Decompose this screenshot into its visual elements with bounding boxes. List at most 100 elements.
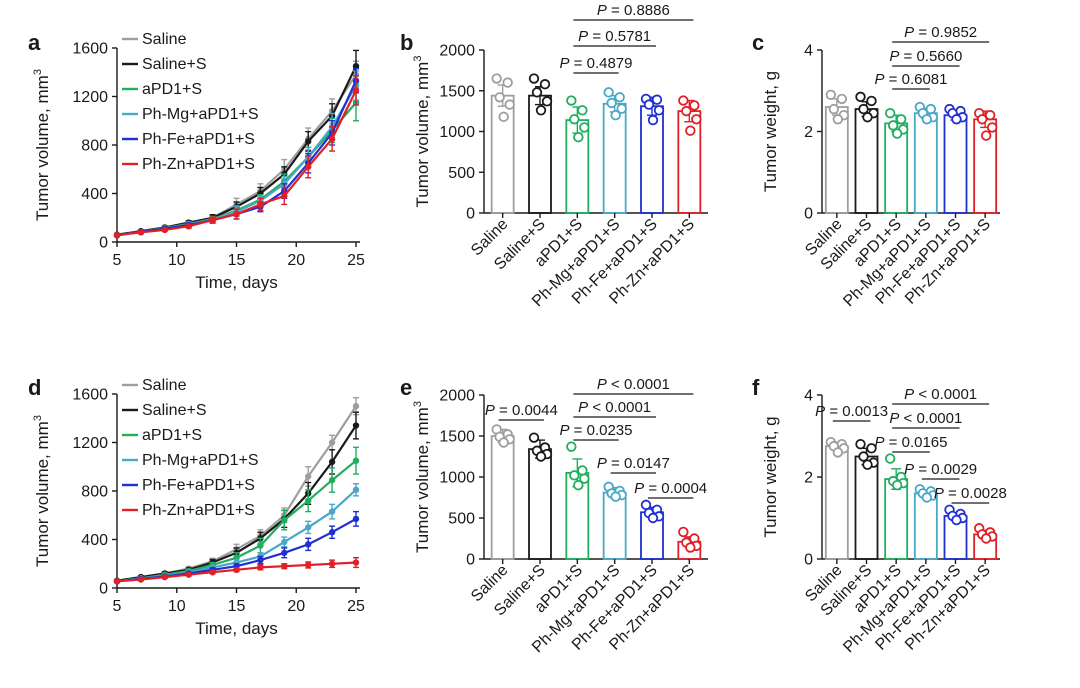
data-point (257, 556, 264, 564)
bar-group-aPD1+S (565, 95, 590, 214)
data-point (161, 226, 168, 234)
data-point (976, 114, 988, 125)
p-symbol: P (634, 480, 644, 497)
data-point (614, 92, 625, 103)
data-point (651, 94, 663, 105)
x-tick-label: 5 (113, 252, 122, 269)
y-tick-label: 500 (448, 165, 475, 182)
p-symbol: P (578, 28, 588, 45)
data-point (328, 508, 336, 515)
bar (913, 492, 938, 560)
p-value-text: = 0.5660 (899, 48, 962, 65)
bar-group-Saline (490, 73, 515, 214)
data-point (528, 432, 540, 443)
data-point (491, 73, 502, 84)
p-value-text: = 0.0029 (914, 461, 977, 478)
y-axis-title-text: Tumor volume, mm (33, 421, 52, 567)
data-point (502, 77, 513, 88)
p-symbol: P (597, 2, 607, 19)
y-axis-title: Tumor volume, mm3 (412, 56, 432, 208)
p-symbol: P (904, 24, 914, 41)
p-value-label: P < 0.0001 (597, 376, 670, 393)
data-point (352, 486, 360, 493)
legend-label: Ph-Mg+aPD1+S (142, 106, 259, 123)
data-point (352, 402, 360, 410)
bar-group-Saline (824, 436, 850, 560)
data-point (137, 576, 145, 583)
p-value-label: P = 0.6081 (875, 71, 948, 88)
data-point (352, 515, 360, 523)
data-point (328, 458, 336, 466)
data-point (528, 73, 540, 84)
panel-letter: c (752, 30, 764, 55)
panel-letter: d (28, 375, 41, 400)
p-value-text: = 0.5781 (588, 28, 651, 45)
y-tick-label: 1500 (439, 83, 475, 100)
p-symbol: P (875, 71, 885, 88)
x-tick-label: 15 (228, 598, 246, 615)
x-axis-title: Time, days (195, 619, 278, 638)
p-value-text: = 0.9852 (914, 24, 977, 41)
bar-group-Ph-Zn+aPD1+S (973, 523, 998, 560)
data-point (685, 125, 696, 136)
data-point (579, 473, 590, 484)
p-value-text: < 0.0001 (899, 410, 962, 427)
bar (884, 478, 909, 560)
p-symbol: P (597, 455, 607, 472)
x-tick-label: 15 (228, 252, 246, 269)
p-symbol: P (597, 376, 607, 393)
data-point (305, 473, 312, 480)
p-value-text: < 0.0001 (607, 376, 670, 393)
data-point (984, 109, 996, 121)
data-point (689, 100, 700, 111)
y-tick-label: 1200 (72, 435, 108, 452)
p-value-label: P = 0.0004 (634, 480, 707, 497)
x-tick-label: 25 (347, 598, 365, 615)
legend-label: Saline+S (142, 402, 207, 419)
y-axis-title: Tumor volume, mm3 (412, 401, 432, 553)
data-point (352, 422, 360, 429)
bar-group-Ph-Fe+aPD1+S (943, 103, 968, 214)
data-point (832, 447, 844, 458)
y-tick-label: 1600 (72, 41, 108, 58)
data-point (504, 99, 515, 110)
y-axis-title-text: Tumor weight, g (761, 71, 780, 192)
y-tick-label: 800 (81, 138, 108, 155)
data-point (921, 114, 933, 125)
data-point (305, 163, 312, 171)
data-point (685, 542, 696, 553)
bar-group-Ph-Fe+aPD1+S (640, 499, 665, 560)
data-point (895, 114, 907, 125)
legend-label: Ph-Mg+aPD1+S (142, 452, 259, 469)
data-point (610, 491, 621, 502)
bar (913, 112, 938, 214)
legend-label: Ph-Zn+aPD1+S (142, 502, 255, 519)
y-axis-title-superscript: 3 (412, 56, 424, 62)
data-point (862, 459, 873, 470)
data-point (328, 135, 336, 143)
panel-a: a 0 400 800 1200 1600 5 10 15 20 25 Time, days Salin… (28, 30, 365, 292)
data-point (681, 105, 692, 117)
data-point (858, 451, 869, 462)
y-tick-label: 1500 (439, 429, 475, 446)
data-point (113, 232, 121, 239)
data-point (828, 103, 840, 115)
bar (854, 455, 879, 560)
x-tick-label: 10 (168, 598, 186, 615)
y-tick-label: 2 (804, 470, 813, 487)
data-point (209, 216, 216, 224)
data-point (281, 538, 288, 546)
data-point (494, 92, 505, 103)
data-point (257, 564, 264, 571)
p-symbol: P (815, 403, 825, 420)
data-point (535, 451, 547, 462)
data-point (328, 560, 336, 567)
data-point (951, 114, 962, 125)
data-point (137, 229, 145, 236)
panel-letter: a (28, 30, 41, 55)
data-point (891, 480, 903, 491)
p-value-label: P = 0.0165 (875, 434, 948, 451)
legend-label: Saline (142, 377, 187, 394)
y-axis-title: Tumor volume, mm3 (32, 69, 52, 221)
legend: Saline Saline+S aPD1+S Ph-Mg+aPD1+S Ph-Fe+aP… (122, 31, 259, 173)
